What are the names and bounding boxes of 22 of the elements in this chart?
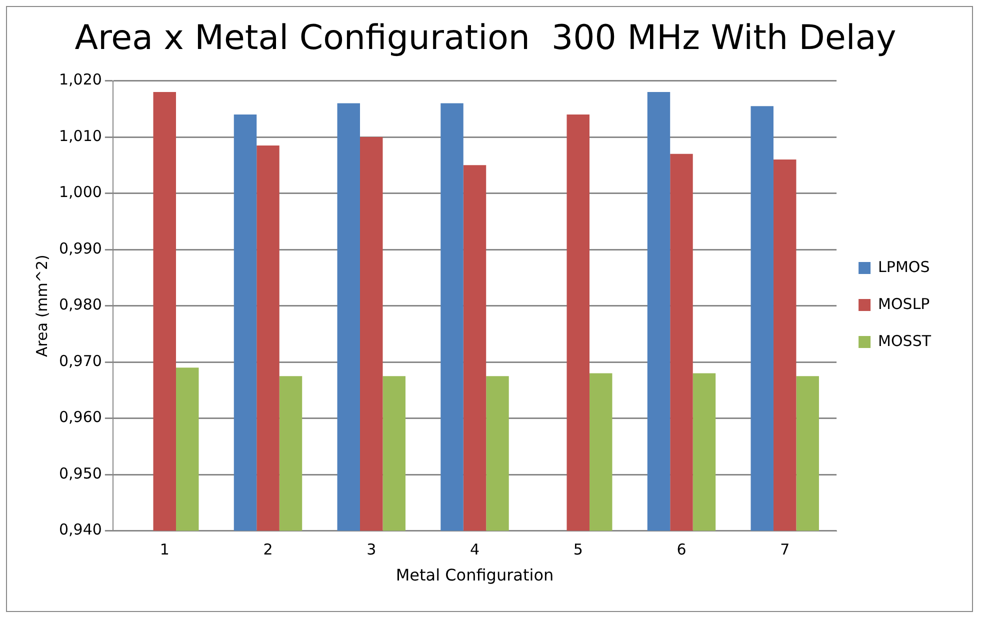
x-tick-label: 2 (263, 540, 273, 559)
legend-label: MOSST (878, 332, 932, 350)
x-tick-label: 7 (780, 540, 790, 559)
x-tick-label: 6 (676, 540, 686, 559)
x-tick-label: 3 (366, 540, 376, 559)
x-axis-title: Metal Configuration (396, 566, 554, 585)
chart-title: Area x Metal Configuration 300 MHz With Delay (74, 18, 896, 58)
x-tick-label: 5 (573, 540, 583, 559)
x-tick-label: 1 (160, 540, 170, 559)
y-tick-label: 1,010 (58, 126, 102, 145)
y-tick-label: 1,000 (58, 183, 102, 202)
y-tick-label: 0,940 (58, 520, 102, 539)
legend-label: MOSLP (878, 294, 930, 313)
y-axis-title: Area (mm^2) (32, 254, 51, 357)
y-tick-label: 0,960 (58, 408, 102, 426)
y-tick-label: 0,950 (58, 464, 102, 482)
legend-label: LPMOS (878, 258, 930, 276)
y-tick-label: 1,020 (58, 70, 102, 89)
y-tick-label: 0,970 (58, 352, 102, 370)
y-tick-label: 0,980 (58, 296, 102, 314)
y-tick-label: 0,990 (58, 239, 102, 258)
x-tick-label: 4 (470, 540, 480, 559)
